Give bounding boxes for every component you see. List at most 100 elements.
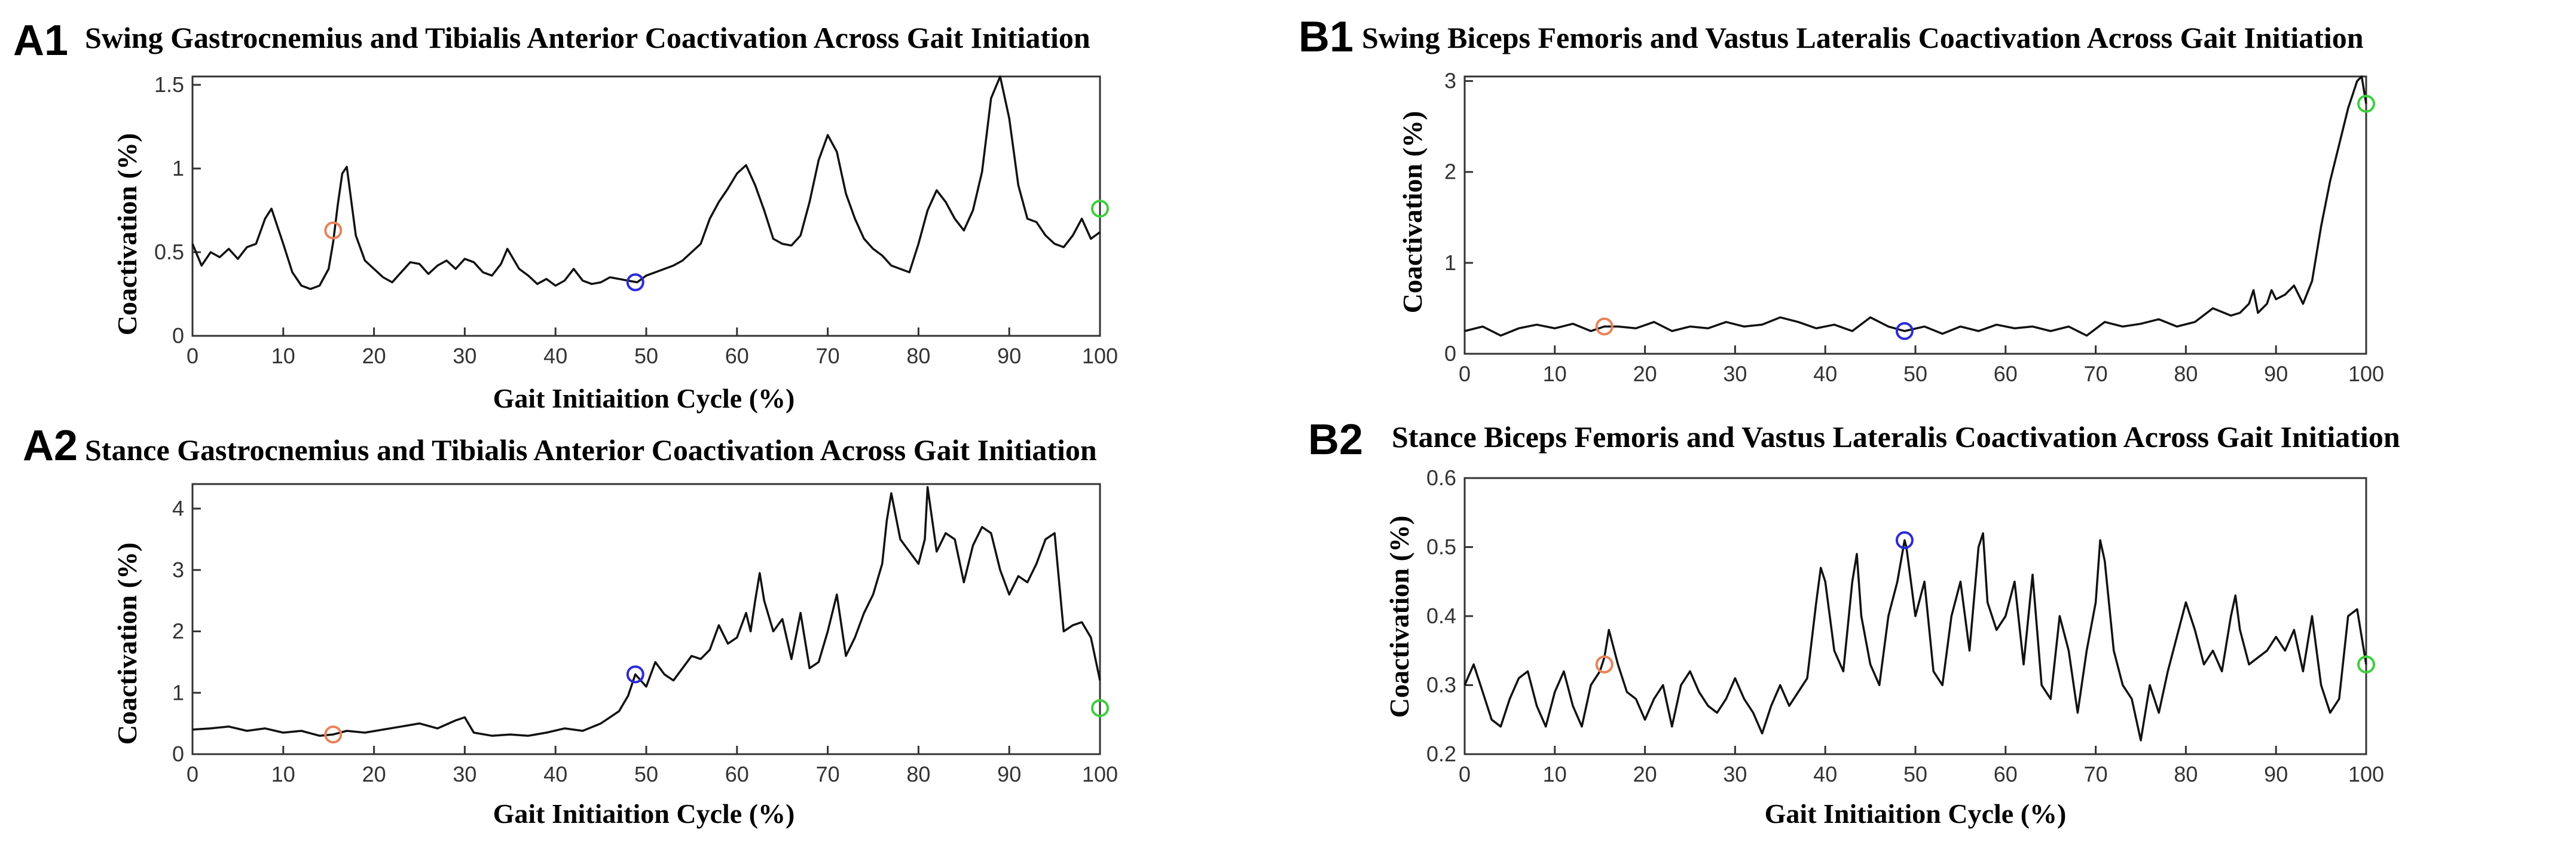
marker-blue-b1	[1895, 322, 1914, 340]
x-tick-label-b1: 100	[2348, 362, 2384, 386]
x-tick-label-b1: 90	[2264, 362, 2288, 386]
panel-letter-b1: B1	[1298, 13, 1353, 61]
series-line-b1	[1464, 75, 2367, 337]
x-tick-label-b2: 20	[1633, 762, 1657, 786]
x-tick-label-b2: 50	[1903, 762, 1927, 786]
x-tick-label-a1: 50	[634, 344, 658, 368]
series-line-a1	[191, 75, 1101, 290]
panel-title-b2: Stance Biceps Femoris and Vastus Lateral…	[1392, 420, 2400, 454]
y-axis-label-b1: Coactivation (%)	[1397, 111, 1428, 314]
x-tick-label-a1: 60	[725, 344, 749, 368]
x-tick-label-a2: 30	[453, 762, 476, 786]
marker-blue-a1	[626, 273, 644, 292]
y-tick-label-b1: 0	[1444, 341, 1456, 366]
plot-area-b1: 0 10 20 30 40 50 60 70 80 90 100 0 1 2 3	[1444, 69, 2384, 386]
panel-b2: B2 Stance Biceps Femoris and Vastus Late…	[1308, 416, 2400, 829]
x-tick-label-a1: 80	[906, 344, 930, 368]
x-tick-label-a2: 40	[543, 762, 567, 786]
panel-b1: B1 Swing Biceps Femoris and Vastus Later…	[1298, 13, 2384, 386]
x-tick-label-a1: 0	[187, 344, 198, 368]
x-tick-label-b1: 0	[1459, 362, 1471, 386]
y-tick-label-b1: 3	[1444, 69, 1456, 93]
x-tick-label-a2: 50	[634, 762, 658, 786]
x-tick-label-b1: 40	[1813, 362, 1837, 386]
series-line-a2	[192, 486, 1101, 737]
x-axis-label-a1: Gait Initiaition Cycle (%)	[493, 383, 795, 414]
x-tick-label-a1: 10	[271, 344, 295, 368]
panel-letter-b2: B2	[1308, 416, 1363, 464]
x-axis-label-b2: Gait Initiaition Cycle (%)	[1765, 798, 2067, 829]
x-tick-label-a2: 70	[816, 762, 840, 786]
x-tick-label-a2: 80	[906, 762, 930, 786]
x-tick-label-b1: 30	[1723, 362, 1747, 386]
y-tick-label-a1: 0	[172, 323, 184, 348]
marker-blue-b2	[1895, 531, 1914, 549]
x-tick-label-a1: 90	[997, 344, 1021, 368]
x-tick-label-b2: 90	[2264, 762, 2288, 786]
x-tick-label-b2: 10	[1543, 762, 1567, 786]
y-axis-label-b2: Coactivation (%)	[1384, 516, 1414, 718]
y-tick-label-b2: 0.6	[1426, 466, 1456, 490]
y-tick-label-b2: 0.4	[1426, 604, 1456, 628]
x-axis-label-a2: Gait Initiaition Cycle (%)	[493, 798, 795, 829]
x-tick-label-a2: 100	[1082, 762, 1118, 786]
panel-letter-a1: A1	[13, 17, 68, 65]
x-tick-label-b1: 80	[2174, 362, 2198, 386]
x-tick-label-b1: 10	[1543, 362, 1567, 386]
marker-orange-b2	[1595, 655, 1614, 673]
y-tick-label-a2: 4	[172, 496, 184, 520]
x-tick-label-b2: 100	[2348, 762, 2384, 786]
y-axis-label-a2: Coactivation (%)	[112, 543, 142, 745]
panel-a2: A2 Stance Gastrocnemius and Tibialis Ant…	[23, 422, 1118, 829]
marker-green-a1	[1091, 200, 1109, 218]
y-tick-label-b2: 0.3	[1426, 673, 1456, 697]
x-tick-label-a2: 90	[997, 762, 1021, 786]
marker-orange-a1	[324, 221, 343, 240]
plot-area-a2: 0 10 20 30 40 50 60 70 80 90 100 0 1 2 3 4	[172, 483, 1118, 786]
x-tick-label-b1: 60	[1994, 362, 2018, 386]
series-line-b2	[1463, 532, 2367, 742]
y-tick-label-a2: 0	[172, 742, 184, 766]
x-tick-label-a1: 70	[816, 344, 840, 368]
x-tick-label-b1: 70	[2084, 362, 2108, 386]
x-tick-label-a1: 30	[453, 344, 476, 368]
axes-frame-b1	[1463, 75, 2367, 355]
y-tick-label-b1: 1	[1444, 250, 1456, 275]
panel-title-a1: Swing Gastrocnemius and Tibialis Anterio…	[85, 21, 1090, 54]
x-tick-label-b1: 20	[1633, 362, 1657, 386]
x-tick-label-b2: 0	[1459, 762, 1471, 786]
y-tick-label-a2: 1	[172, 680, 184, 705]
y-tick-label-a2: 3	[172, 558, 184, 582]
axes-frame-a1	[191, 75, 1101, 337]
marker-green-b2	[2357, 655, 2375, 673]
x-tick-label-b2: 70	[2084, 762, 2108, 786]
x-tick-label-a2: 60	[725, 762, 749, 786]
x-tick-label-a2: 10	[271, 762, 295, 786]
x-tick-label-a1: 40	[543, 344, 567, 368]
marker-green-b1	[2357, 94, 2375, 113]
x-tick-label-a2: 0	[187, 762, 198, 786]
x-tick-label-a1: 100	[1082, 344, 1118, 368]
x-tick-label-a1: 20	[362, 344, 386, 368]
panel-title-a2: Stance Gastrocnemius and Tibialis Anteri…	[85, 433, 1097, 467]
panel-title-b1: Swing Biceps Femoris and Vastus Laterali…	[1362, 21, 2364, 54]
y-tick-label-a1: 0.5	[154, 240, 184, 264]
panel-a1: A1 Swing Gastrocnemius and Tibialis Ante…	[13, 17, 1118, 414]
marker-orange-b1	[1595, 317, 1614, 336]
x-tick-label-b1: 50	[1903, 362, 1927, 386]
y-axis-label-a1: Coactivation (%)	[112, 133, 142, 336]
y-tick-label-a1: 1.5	[154, 72, 184, 97]
x-tick-label-b2: 40	[1813, 762, 1837, 786]
x-tick-label-b2: 80	[2174, 762, 2198, 786]
marker-blue-a2	[626, 665, 644, 684]
y-tick-label-b1: 2	[1444, 160, 1456, 184]
x-tick-label-b2: 60	[1994, 762, 2018, 786]
marker-orange-a2	[324, 725, 343, 744]
panel-letter-a2: A2	[23, 422, 78, 470]
y-tick-label-a1: 1	[172, 156, 184, 180]
plot-area-b2: 0 10 20 30 40 50 60 70 80 90 100 0.2 0.3 0.4 0.5 0.6	[1426, 466, 2384, 786]
x-tick-label-b2: 30	[1723, 762, 1747, 786]
marker-green-a2	[1091, 699, 1109, 717]
y-tick-label-b2: 0.2	[1426, 742, 1456, 766]
